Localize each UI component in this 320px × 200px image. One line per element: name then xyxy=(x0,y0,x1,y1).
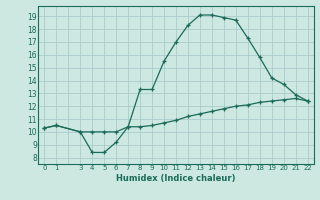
X-axis label: Humidex (Indice chaleur): Humidex (Indice chaleur) xyxy=(116,174,236,183)
